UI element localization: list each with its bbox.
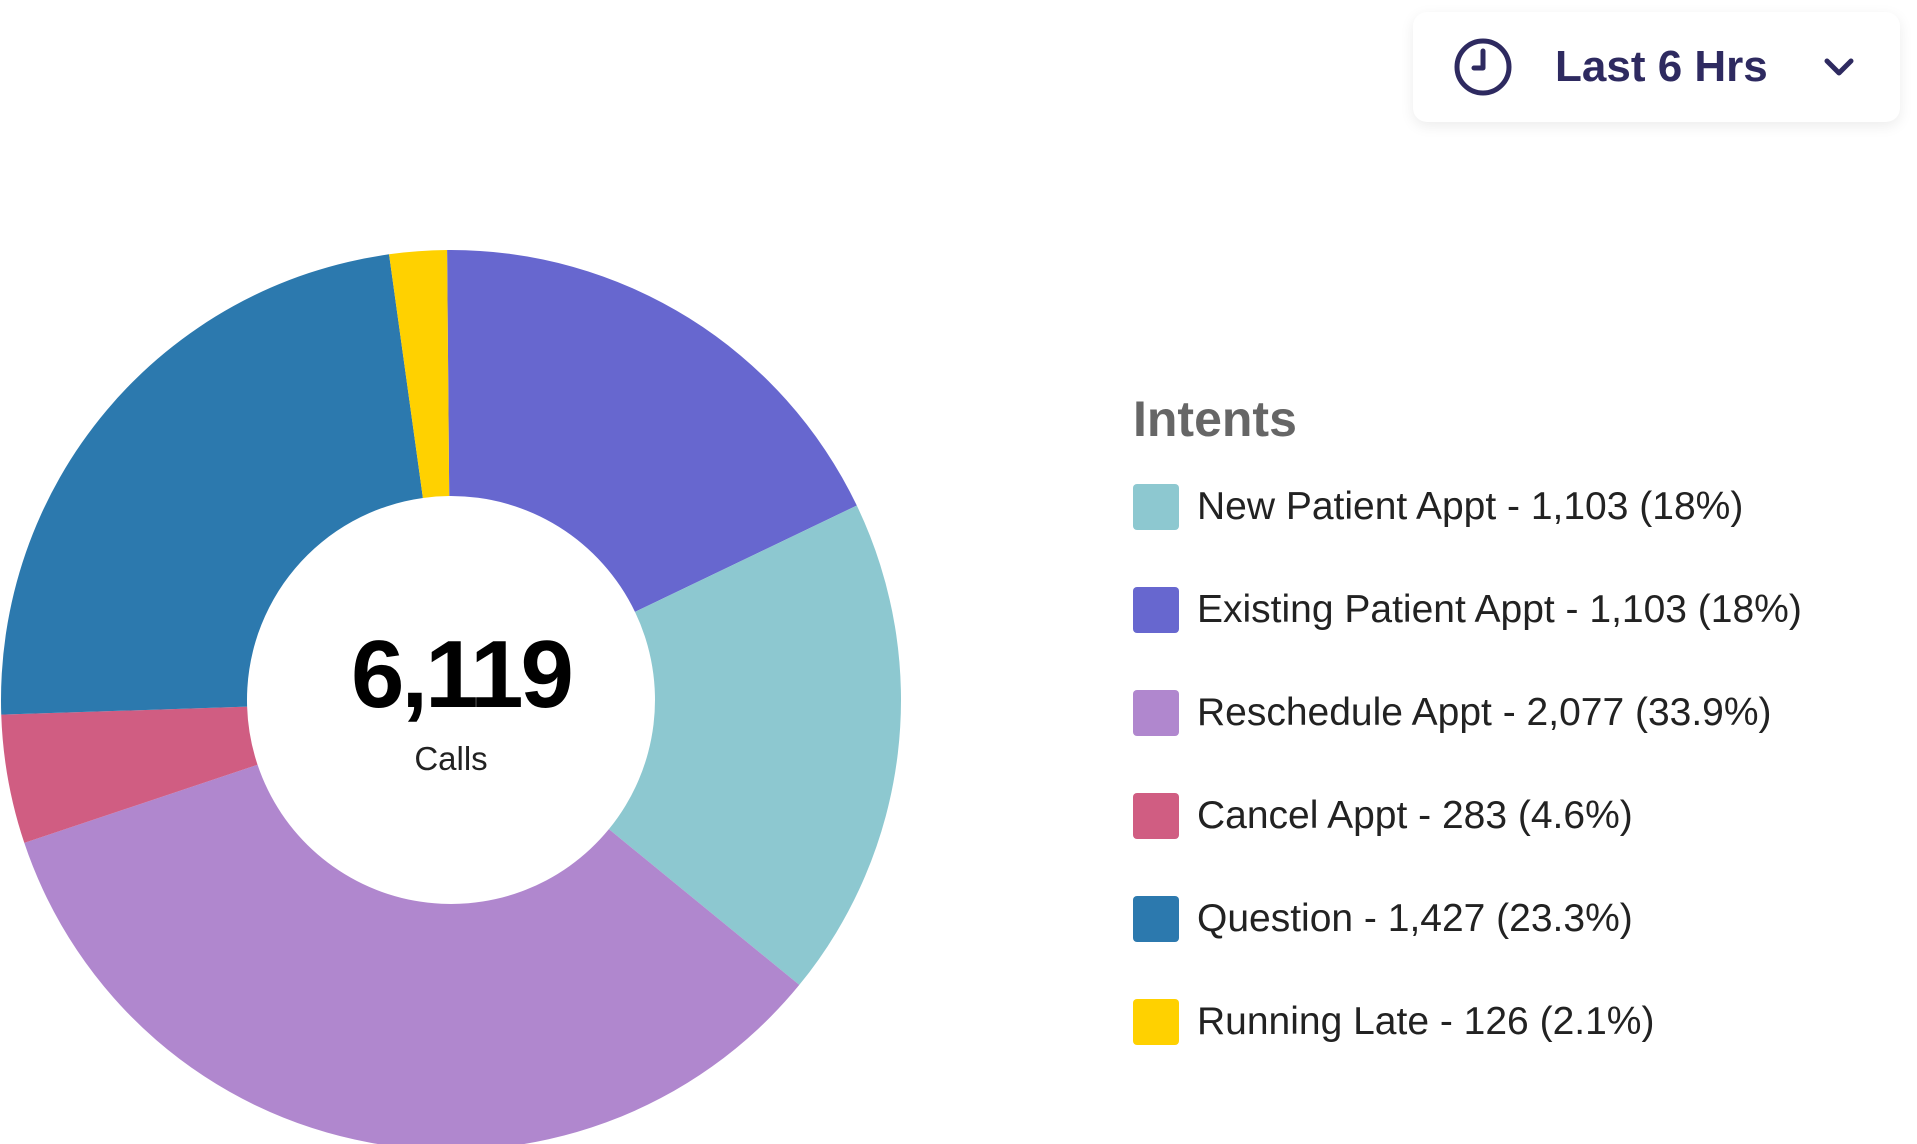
- legend-label: Cancel Appt - 283 (4.6%): [1197, 794, 1633, 837]
- slice-reschedule-appt[interactable]: [24, 764, 800, 1144]
- legend-swatch: [1133, 690, 1179, 736]
- legend-label: Existing Patient Appt - 1,103 (18%): [1197, 588, 1802, 631]
- clock-icon: [1454, 38, 1512, 96]
- legend-swatch: [1133, 999, 1179, 1045]
- legend: Intents New Patient Appt - 1,103 (18%) Ex…: [1133, 390, 1802, 1102]
- chevron-down-icon: [1824, 58, 1854, 76]
- slice-running-late[interactable]: [389, 250, 450, 498]
- legend-item[interactable]: Cancel Appt - 283 (4.6%): [1133, 793, 1802, 839]
- legend-swatch: [1133, 793, 1179, 839]
- legend-label: New Patient Appt - 1,103 (18%): [1197, 485, 1744, 528]
- time-range-dropdown[interactable]: Last 6 Hrs: [1413, 12, 1900, 122]
- donut-chart: [0, 250, 901, 1144]
- legend-swatch: [1133, 484, 1179, 530]
- slice-existing-patient-appt[interactable]: [447, 250, 857, 612]
- total-calls-value: 6,119: [351, 621, 574, 728]
- legend-item[interactable]: Reschedule Appt - 2,077 (33.9%): [1133, 690, 1802, 736]
- total-calls-label: Calls: [414, 740, 488, 777]
- legend-swatch: [1133, 587, 1179, 633]
- legend-label: Reschedule Appt - 2,077 (33.9%): [1197, 691, 1772, 734]
- legend-item[interactable]: Question - 1,427 (23.3%): [1133, 896, 1802, 942]
- time-range-label: Last 6 Hrs: [1555, 42, 1768, 91]
- legend-item[interactable]: New Patient Appt - 1,103 (18%): [1133, 484, 1802, 530]
- legend-title: Intents: [1133, 391, 1297, 447]
- legend-label: Running Late - 126 (2.1%): [1197, 1000, 1655, 1043]
- slice-question[interactable]: [0, 254, 423, 715]
- slice-cancel-appt[interactable]: [1, 706, 258, 843]
- legend-label: Question - 1,427 (23.3%): [1197, 897, 1633, 940]
- legend-item[interactable]: Existing Patient Appt - 1,103 (18%): [1133, 587, 1802, 633]
- slice-new-patient-appt[interactable]: [608, 505, 901, 985]
- legend-swatch: [1133, 896, 1179, 942]
- legend-item[interactable]: Running Late - 126 (2.1%): [1133, 999, 1802, 1045]
